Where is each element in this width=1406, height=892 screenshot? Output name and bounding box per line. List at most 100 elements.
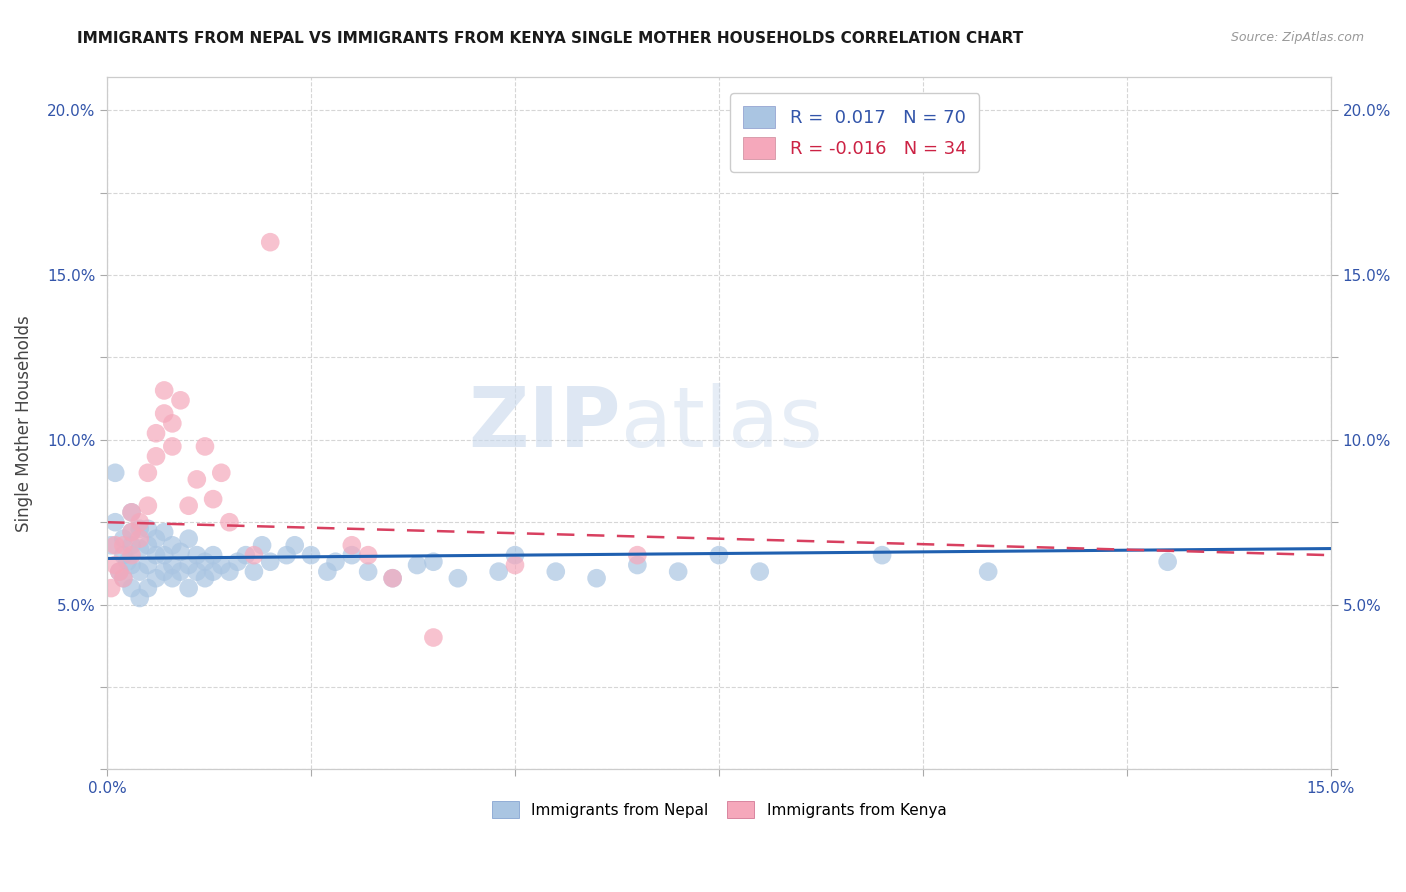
Point	[136, 538, 159, 552]
Point	[145, 571, 167, 585]
Point	[202, 548, 225, 562]
Text: Source: ZipAtlas.com: Source: ZipAtlas.com	[1230, 31, 1364, 45]
Point	[128, 522, 150, 536]
Y-axis label: Single Mother Households: Single Mother Households	[15, 315, 32, 532]
Point	[112, 571, 135, 585]
Point	[626, 558, 648, 572]
Point	[209, 558, 232, 572]
Point	[381, 571, 404, 585]
Point	[177, 532, 200, 546]
Point	[100, 581, 122, 595]
Point	[162, 571, 184, 585]
Point	[202, 565, 225, 579]
Point	[340, 538, 363, 552]
Point	[121, 538, 143, 552]
Point	[136, 522, 159, 536]
Text: atlas: atlas	[621, 383, 823, 464]
Point	[218, 565, 240, 579]
Point	[121, 548, 143, 562]
Point	[121, 505, 143, 519]
Point	[503, 558, 526, 572]
Point	[128, 515, 150, 529]
Point	[162, 558, 184, 572]
Point	[153, 407, 176, 421]
Point	[325, 555, 347, 569]
Point	[316, 565, 339, 579]
Point	[162, 538, 184, 552]
Point	[128, 565, 150, 579]
Point	[162, 417, 184, 431]
Point	[250, 538, 273, 552]
Point	[145, 548, 167, 562]
Point	[243, 548, 266, 562]
Point	[121, 505, 143, 519]
Point	[104, 558, 127, 572]
Point	[666, 565, 689, 579]
Point	[136, 499, 159, 513]
Point	[112, 532, 135, 546]
Point	[186, 565, 208, 579]
Point	[162, 439, 184, 453]
Text: IMMIGRANTS FROM NEPAL VS IMMIGRANTS FROM KENYA SINGLE MOTHER HOUSEHOLDS CORRELAT: IMMIGRANTS FROM NEPAL VS IMMIGRANTS FROM…	[77, 31, 1024, 46]
Point	[136, 466, 159, 480]
Point	[1156, 555, 1178, 569]
Point	[128, 532, 150, 546]
Point	[117, 555, 139, 569]
Point	[259, 235, 281, 249]
Point	[585, 571, 607, 585]
Point	[177, 581, 200, 595]
Point	[194, 439, 217, 453]
Point	[177, 499, 200, 513]
Point	[112, 548, 135, 562]
Point	[276, 548, 298, 562]
Point	[100, 538, 122, 552]
Point	[104, 538, 127, 552]
Point	[108, 565, 131, 579]
Legend: Immigrants from Nepal, Immigrants from Kenya: Immigrants from Nepal, Immigrants from K…	[485, 795, 952, 824]
Point	[284, 538, 307, 552]
Point	[153, 525, 176, 540]
Point	[186, 472, 208, 486]
Point	[136, 581, 159, 595]
Point	[194, 555, 217, 569]
Point	[136, 558, 159, 572]
Point	[626, 548, 648, 562]
Point	[104, 515, 127, 529]
Point	[870, 548, 893, 562]
Point	[357, 548, 380, 562]
Point	[202, 492, 225, 507]
Point	[121, 525, 143, 540]
Point	[259, 555, 281, 569]
Point	[153, 548, 176, 562]
Point	[748, 565, 770, 579]
Point	[243, 565, 266, 579]
Point	[128, 541, 150, 556]
Point	[121, 525, 143, 540]
Point	[128, 591, 150, 605]
Point	[177, 558, 200, 572]
Point	[153, 565, 176, 579]
Text: ZIP: ZIP	[468, 383, 621, 464]
Point	[121, 581, 143, 595]
Point	[145, 426, 167, 441]
Point	[145, 450, 167, 464]
Point	[381, 571, 404, 585]
Point	[145, 532, 167, 546]
Point	[299, 548, 322, 562]
Point	[112, 571, 135, 585]
Point	[422, 631, 444, 645]
Point	[226, 555, 249, 569]
Point	[104, 466, 127, 480]
Point	[707, 548, 730, 562]
Point	[169, 545, 191, 559]
Point	[169, 393, 191, 408]
Point	[235, 548, 257, 562]
Point	[447, 571, 470, 585]
Point	[422, 555, 444, 569]
Point	[153, 384, 176, 398]
Point	[544, 565, 567, 579]
Point	[977, 565, 1000, 579]
Point	[209, 466, 232, 480]
Point	[488, 565, 510, 579]
Point	[108, 565, 131, 579]
